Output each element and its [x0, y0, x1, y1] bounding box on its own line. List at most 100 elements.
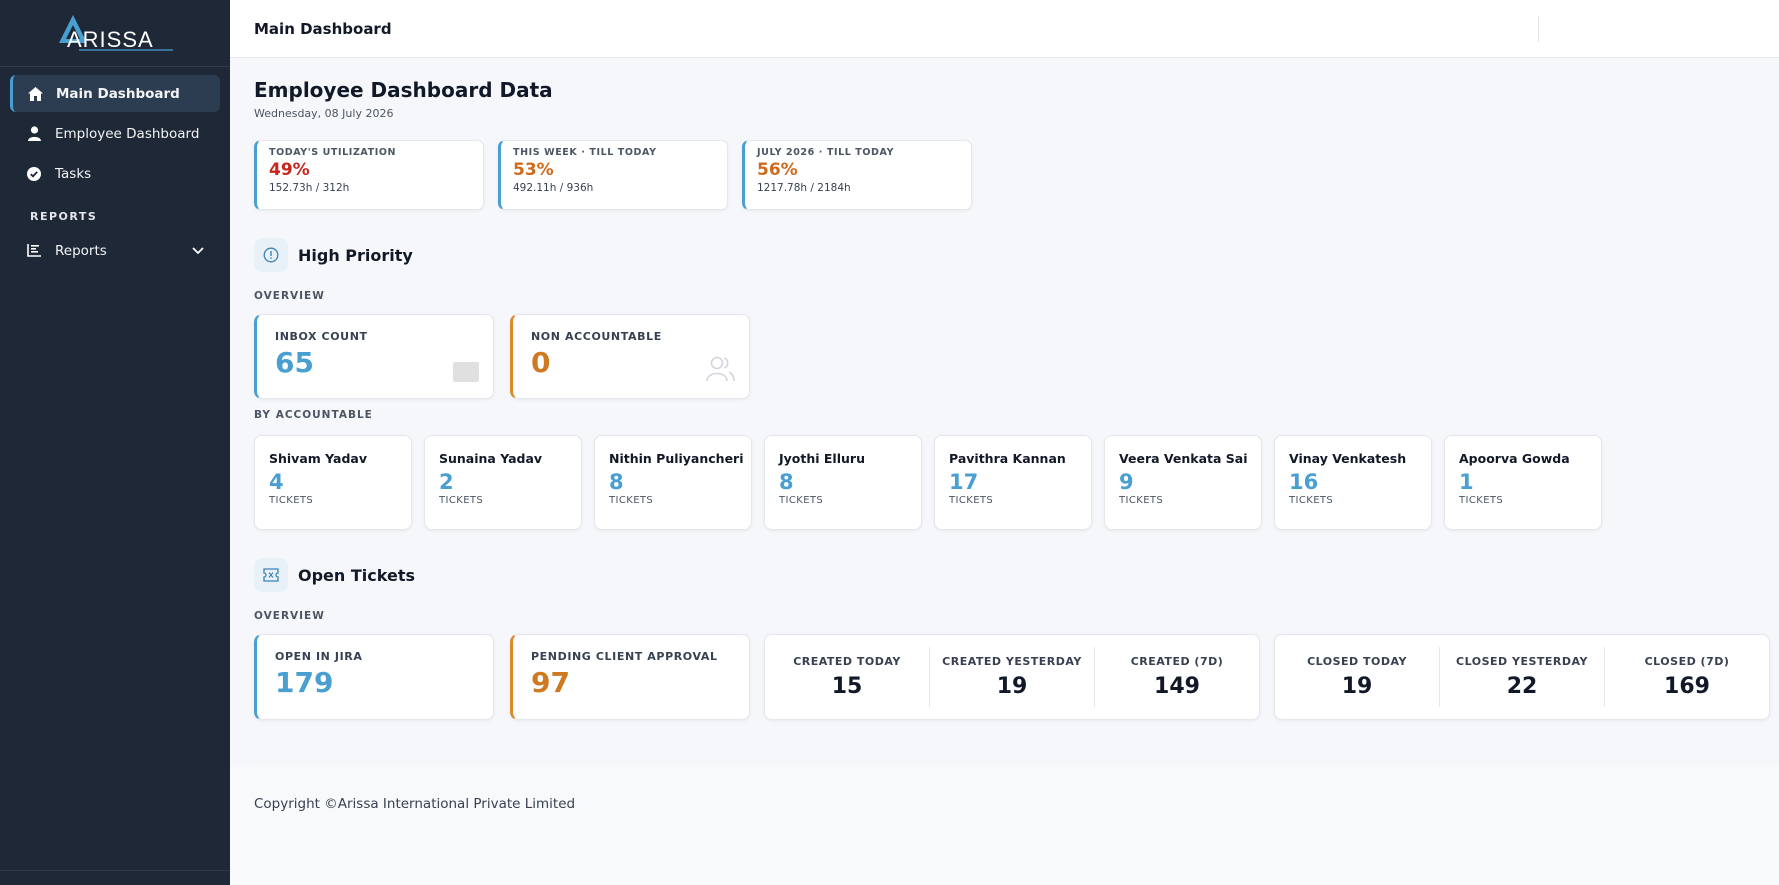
- nav-reports-list: Reports: [0, 232, 230, 269]
- accountable-unit: TICKETS: [1459, 495, 1504, 506]
- accountable-unit: TICKETS: [269, 495, 314, 506]
- inbox-count-card[interactable]: INBOX COUNT 65: [254, 314, 494, 399]
- stat-label: CLOSED (7D): [1644, 655, 1730, 668]
- closed-yesterday-stat: CLOSED YESTERDAY 22: [1439, 647, 1604, 707]
- overview-label: OVERVIEW: [254, 610, 325, 622]
- accountable-unit: TICKETS: [779, 495, 824, 506]
- accountable-count: 17: [949, 470, 979, 494]
- home-icon: [27, 86, 43, 102]
- created-7d-stat: CREATED (7D) 149: [1094, 647, 1259, 707]
- section-title: Open Tickets: [298, 565, 415, 585]
- card-label: INBOX COUNT: [275, 330, 368, 343]
- stat-value: 19: [996, 674, 1028, 699]
- accountable-name: Shivam Yadav: [269, 451, 368, 466]
- sidebar-item-tasks[interactable]: Tasks: [10, 155, 220, 192]
- bar-chart-icon: [26, 243, 42, 259]
- by-accountable-label: BY ACCOUNTABLE: [254, 409, 373, 421]
- accountable-name: Apoorva Gowda: [1459, 451, 1570, 466]
- user-icon: [26, 126, 42, 142]
- alert-circle-icon: [254, 238, 288, 272]
- users-icon: [705, 356, 735, 386]
- closed-7d-stat: CLOSED (7D) 169: [1604, 647, 1769, 707]
- nav-section-main: MAIN: [254, 83, 293, 96]
- accountable-name: Pavithra Kannan: [949, 451, 1066, 466]
- accountable-card[interactable]: Shivam Yadav 4 TICKETS: [254, 435, 412, 530]
- accountable-card[interactable]: Apoorva Gowda 1 TICKETS: [1444, 435, 1602, 530]
- accountable-count: 9: [1119, 470, 1134, 494]
- inbox-count-value: 65: [275, 346, 314, 379]
- accountable-card[interactable]: Sunaina Yadav 2 TICKETS: [424, 435, 582, 530]
- main-content: Employee Dashboard Data Wednesday, 08 Ju…: [230, 58, 1779, 885]
- sidebar-item-reports[interactable]: Reports: [10, 232, 220, 269]
- accountable-unit: TICKETS: [609, 495, 654, 506]
- accountable-name: Sunaina Yadav: [439, 451, 543, 466]
- accountable-card[interactable]: Vinay Venkatesh 16 TICKETS: [1274, 435, 1432, 530]
- accountable-name: Vinay Venkatesh: [1289, 451, 1407, 466]
- stat-label: CLOSED YESTERDAY: [1456, 655, 1588, 668]
- accountable-card[interactable]: Veera Venkata Sai 9 TICKETS: [1104, 435, 1262, 530]
- accountable-name: Nithin Puliyancheri: [609, 451, 744, 466]
- non-accountable-value: 0: [531, 346, 551, 379]
- stat-label: CLOSED TODAY: [1307, 655, 1407, 668]
- accountable-count: 8: [779, 470, 794, 494]
- created-yesterday-stat: CREATED YESTERDAY 19: [929, 647, 1094, 707]
- sidebar-item-label: Employee Dashboard: [55, 125, 200, 142]
- stat-value: 22: [1506, 674, 1538, 699]
- created-today-stat: CREATED TODAY 15: [765, 647, 929, 707]
- non-accountable-card[interactable]: NON ACCOUNTABLE 0: [510, 314, 750, 399]
- accountable-unit: TICKETS: [949, 495, 994, 506]
- utilization-card-month: JULY 2026 · TILL TODAY 56% 1217.78h / 21…: [742, 140, 972, 210]
- stat-label: CREATED (7D): [1130, 655, 1224, 668]
- inbox-icon: [453, 362, 479, 386]
- brand-logo[interactable]: ARISSA: [0, 0, 230, 67]
- utilization-label: TODAY'S UTILIZATION: [269, 147, 397, 158]
- utilization-label: JULY 2026 · TILL TODAY: [757, 147, 895, 158]
- accountable-unit: TICKETS: [1119, 495, 1164, 506]
- accountable-count: 2: [439, 470, 454, 494]
- created-stats-card: CREATED TODAY 15 CREATED YESTERDAY 19 CR…: [764, 634, 1260, 720]
- sidebar-item-label: Main Dashboard: [56, 85, 180, 102]
- card-label: PENDING CLIENT APPROVAL: [531, 650, 718, 663]
- accountable-unit: TICKETS: [439, 495, 484, 506]
- accountable-card[interactable]: Pavithra Kannan 17 TICKETS: [934, 435, 1092, 530]
- ticket-icon: [254, 558, 288, 592]
- arissa-logo-icon: ARISSA: [59, 15, 173, 52]
- accountable-card[interactable]: Nithin Puliyancheri 8 TICKETS: [594, 435, 752, 530]
- top-header: Main Dashboard: [230, 0, 1779, 58]
- open-in-jira-card[interactable]: OPEN IN JIRA 179: [254, 634, 494, 720]
- sidebar-item-label: Tasks: [55, 165, 92, 182]
- page-footer: Copyright ©Arissa International Private …: [230, 766, 1779, 885]
- closed-today-stat: CLOSED TODAY 19: [1275, 647, 1439, 707]
- nav-main-list: Main Dashboard Employee Dashboard Tasks: [0, 75, 230, 192]
- accountable-unit: TICKETS: [1289, 495, 1334, 506]
- accountable-count: 1: [1459, 470, 1474, 494]
- stat-value: 149: [1154, 674, 1200, 699]
- utilization-card-today: TODAY'S UTILIZATION 49% 152.73h / 312h: [254, 140, 484, 210]
- utilization-hours: 1217.78h / 2184h: [757, 182, 851, 194]
- section-title: High Priority: [298, 245, 413, 265]
- header-title: Main Dashboard: [254, 19, 392, 38]
- utilization-hours: 152.73h / 312h: [269, 182, 350, 194]
- open-tickets-header: Open Tickets: [254, 558, 415, 592]
- high-priority-header: High Priority: [254, 238, 413, 272]
- sidebar: ARISSA MAIN Main Dashboard Employee Dash…: [0, 0, 291, 885]
- stat-label: CREATED TODAY: [793, 655, 901, 668]
- pending-client-approval-card[interactable]: PENDING CLIENT APPROVAL 97: [510, 634, 750, 720]
- stat-label: CREATED YESTERDAY: [942, 655, 1082, 668]
- page-date: Wednesday, 08 July 2026: [254, 107, 394, 120]
- sidebar-item-main-dashboard[interactable]: Main Dashboard: [10, 75, 220, 112]
- stat-value: 169: [1664, 674, 1710, 699]
- accountable-name: Veera Venkata Sai: [1119, 451, 1248, 466]
- sidebar-item-employee-dashboard[interactable]: Employee Dashboard: [10, 115, 220, 152]
- pending-client-approval-value: 97: [531, 666, 570, 699]
- overview-label: OVERVIEW: [254, 290, 325, 302]
- sidebar-footer: [0, 870, 230, 885]
- chevron-down-icon[interactable]: [192, 246, 204, 255]
- utilization-percent: 56%: [757, 160, 798, 180]
- accountable-card[interactable]: Jyothi Elluru 8 TICKETS: [764, 435, 922, 530]
- card-label: OPEN IN JIRA: [275, 650, 363, 663]
- utilization-hours: 492.11h / 936h: [513, 182, 594, 194]
- stat-value: 15: [831, 674, 863, 699]
- stat-value: 19: [1341, 674, 1373, 699]
- accountable-count: 4: [269, 470, 284, 494]
